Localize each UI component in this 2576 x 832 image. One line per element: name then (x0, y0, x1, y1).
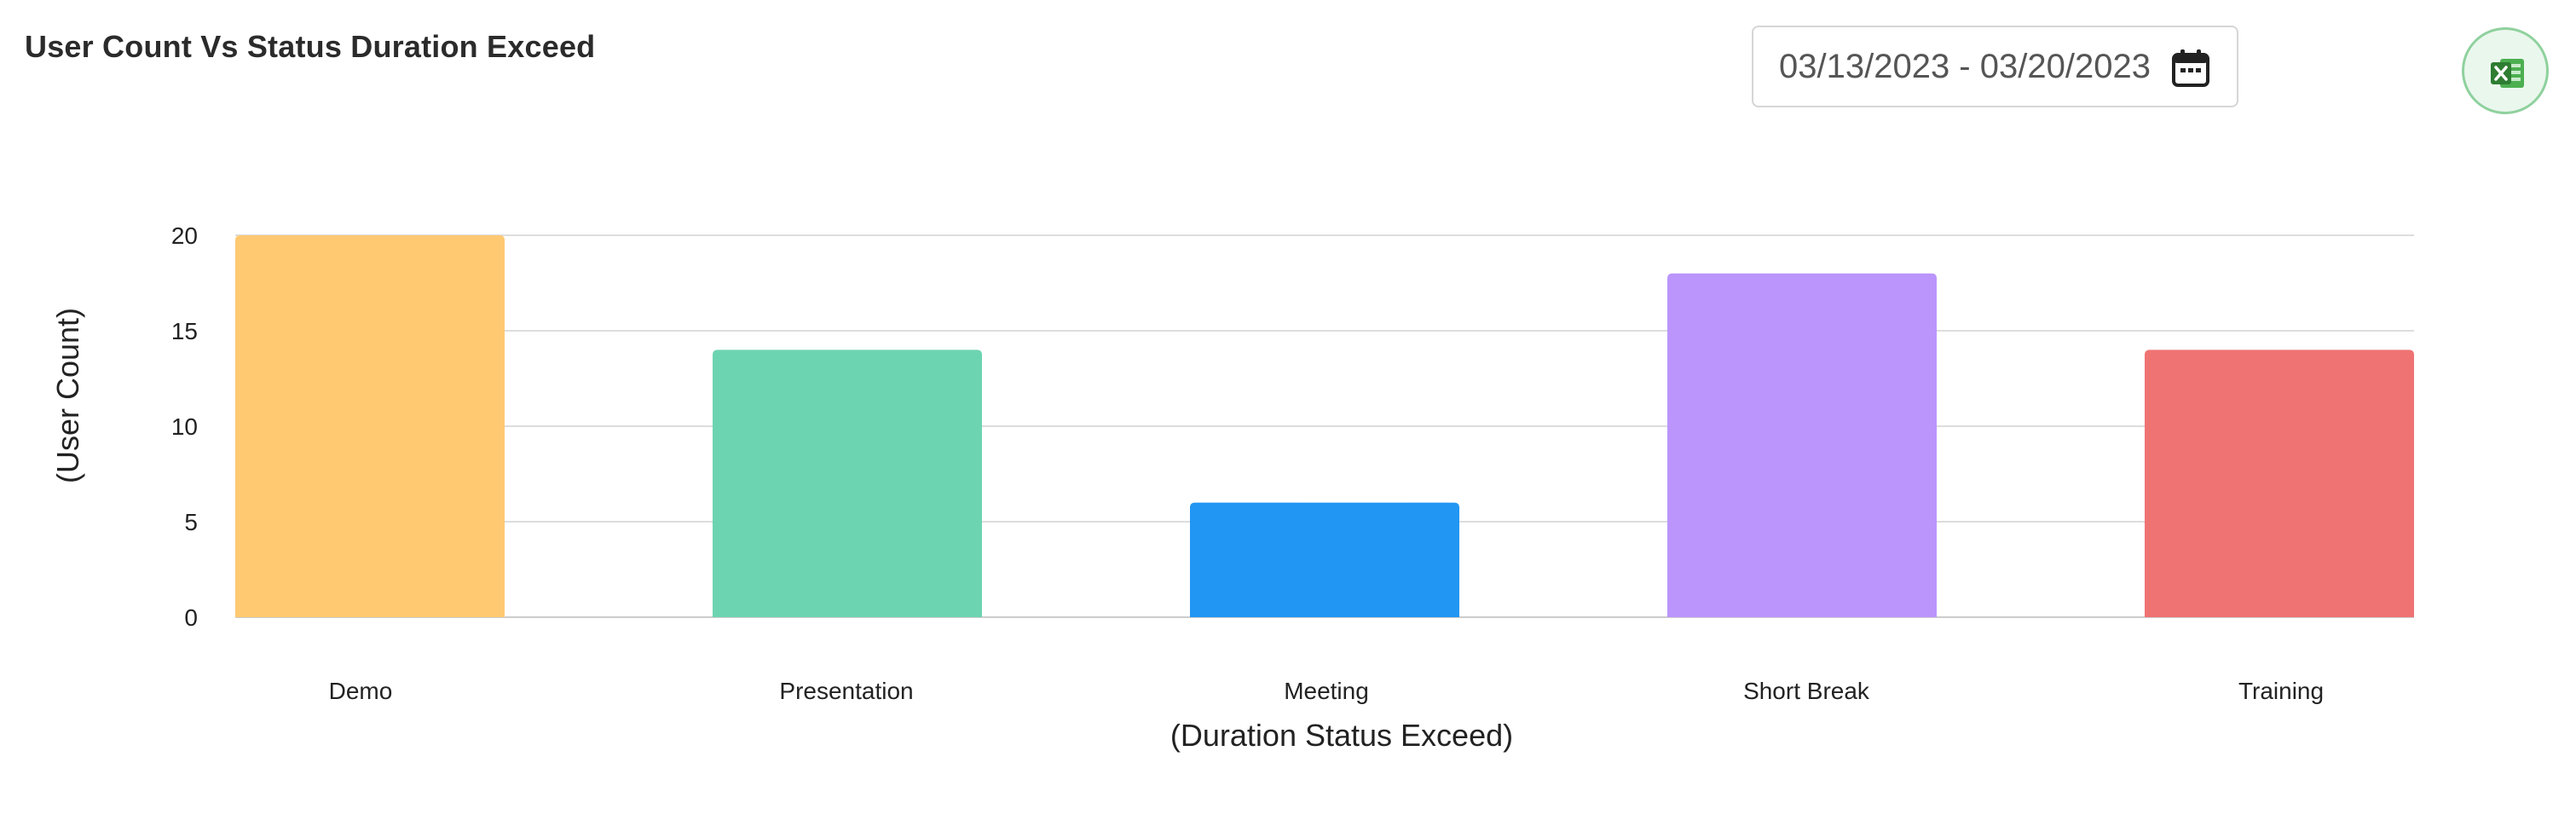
bar[interactable] (235, 235, 505, 617)
y-tick-label: 20 (171, 222, 198, 249)
excel-icon (2491, 59, 2524, 88)
x-tick-label: Demo (329, 678, 393, 704)
y-axis-ticks: 0 5 10 15 20 (171, 222, 198, 631)
bars (235, 235, 2414, 617)
x-tick-label: Presentation (779, 678, 913, 704)
chart-title: User Count Vs Status Duration Exceed (25, 29, 596, 64)
y-tick-label: 15 (171, 318, 198, 344)
y-tick-label: 5 (184, 509, 198, 535)
date-range-picker[interactable]: 03/13/2023 - 03/20/2023 (1752, 26, 2238, 107)
date-range-value[interactable]: 03/13/2023 - 03/20/2023 (1779, 48, 2151, 85)
y-tick-label: 0 (184, 604, 198, 631)
calendar-icon[interactable] (2170, 48, 2211, 89)
bar[interactable] (2145, 350, 2414, 617)
bar[interactable] (1667, 273, 1937, 617)
x-tick-label: Meeting (1284, 678, 1369, 704)
bar[interactable] (1190, 502, 1459, 617)
bar[interactable] (713, 350, 982, 617)
x-tick-label: Training (2238, 678, 2324, 704)
y-tick-label: 10 (171, 413, 198, 440)
x-axis-ticks: Demo Presentation Meeting Short Break Traini… (329, 678, 2324, 704)
export-excel-button[interactable] (2462, 27, 2549, 114)
x-tick-label: Short Break (1743, 678, 1870, 704)
x-axis-title: (Duration Status Exceed) (1170, 718, 1513, 753)
y-axis-title: (User Count) (50, 308, 85, 483)
